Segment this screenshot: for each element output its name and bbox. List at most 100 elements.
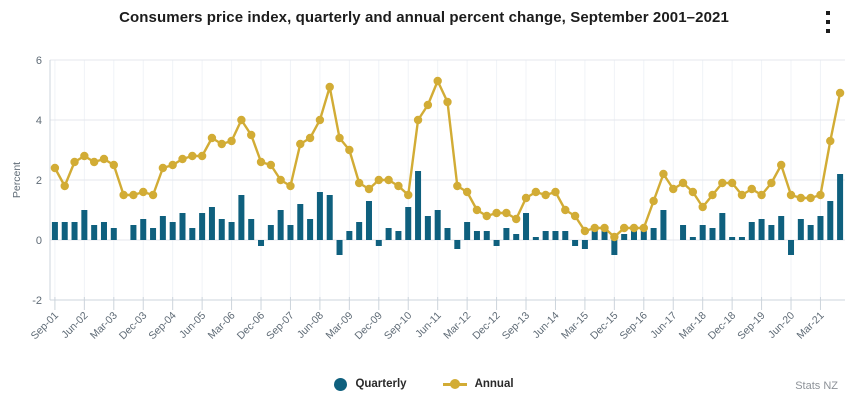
quarterly-bar [258, 240, 265, 246]
quarterly-bar [640, 231, 647, 240]
annual-point [659, 169, 668, 179]
annual-point [109, 160, 118, 170]
svg-text:Dec-15: Dec-15 [588, 310, 621, 343]
svg-text:Mar-18: Mar-18 [677, 310, 709, 342]
quarterly-bar [817, 216, 824, 240]
quarterly-bar [621, 234, 628, 240]
legend-item-annual[interactable]: Annual [442, 378, 514, 391]
annual-point [227, 136, 236, 146]
quarterly-bar [110, 228, 117, 240]
annual-point [335, 133, 344, 143]
annual-point [551, 187, 560, 197]
annual-marker-icon [442, 378, 467, 391]
legend-item-quarterly[interactable]: Quarterly [334, 377, 407, 391]
quarterly-bar [238, 195, 245, 240]
quarterly-bar [797, 219, 804, 240]
quarterly-bar [336, 240, 343, 255]
quarterly-bar [199, 213, 206, 240]
annual-point [129, 190, 138, 200]
cpi-chart-svg: Sep-01Jun-02Mar-03Dec-03Sep-04Jun-05Mar-… [11, 55, 845, 343]
quarterly-bar [827, 201, 834, 240]
quarterly-bar [778, 216, 785, 240]
annual-point [502, 208, 511, 218]
svg-text:Dec-18: Dec-18 [706, 310, 739, 343]
annual-point [99, 154, 109, 164]
quarterly-bar [473, 231, 480, 240]
quarterly-bar [267, 225, 274, 240]
annual-point [767, 178, 776, 188]
annual-point [492, 208, 501, 218]
annual-point [610, 232, 619, 242]
annual-point [315, 115, 325, 125]
svg-text:Mar-21: Mar-21 [795, 310, 827, 342]
quarterly-bar [307, 219, 314, 240]
quarterly-bar [365, 201, 372, 240]
annual-point [364, 184, 374, 194]
annual-marker-dot [449, 379, 460, 389]
annual-point [561, 205, 570, 215]
cpi-chart: Sep-01 Jun-02 Mar-03 Dec-03 Sep-04 Jun-05 Mar-… [0, 42, 848, 372]
annual-point [443, 97, 452, 107]
svg-text:Sep-16: Sep-16 [617, 310, 650, 343]
chart-title: Consumers price index, quarterly and ann… [119, 9, 729, 26]
svg-text:Jun-11: Jun-11 [413, 310, 444, 341]
svg-text:4: 4 [36, 115, 42, 127]
annual-point [50, 163, 60, 173]
annual-point [639, 223, 648, 233]
annual-point [305, 133, 315, 143]
annual-point [541, 190, 550, 200]
annual-point [835, 88, 845, 98]
quarterly-bar [228, 222, 235, 240]
annual-point [178, 154, 187, 164]
kebab-menu-icon[interactable] [819, 10, 837, 34]
annual-point [512, 214, 521, 224]
annual-point [777, 160, 786, 170]
annual-point [688, 187, 698, 197]
quarterly-bar [513, 234, 520, 240]
annual-point [374, 175, 383, 185]
annual-point [207, 133, 217, 143]
annual-point [119, 190, 128, 200]
annual-point [816, 190, 825, 200]
quarterly-bar [277, 210, 284, 240]
annual-point [345, 145, 354, 155]
kebab-dot [826, 11, 830, 15]
quarterly-bar [748, 222, 755, 240]
quarterly-bar [630, 228, 637, 240]
svg-text:Sep-07: Sep-07 [264, 310, 297, 343]
quarterly-bar [738, 237, 745, 240]
quarterly-bar [444, 228, 451, 240]
quarterly-bar [483, 231, 490, 240]
svg-text:2: 2 [36, 175, 42, 187]
quarterly-bar [287, 225, 294, 240]
legend-label-quarterly: Quarterly [355, 378, 407, 390]
svg-text:Sep-19: Sep-19 [735, 310, 768, 343]
quarterly-bar [768, 225, 775, 240]
annual-point [806, 193, 815, 203]
annual-point [70, 157, 79, 167]
annual-point [266, 160, 276, 170]
svg-text:Mar-03: Mar-03 [88, 310, 120, 342]
annual-point [80, 151, 89, 161]
annual-point [89, 157, 99, 167]
annual-point [247, 130, 256, 140]
annual-point [188, 151, 197, 161]
annual-point [600, 223, 609, 233]
chart-header: Consumers price index, quarterly and ann… [0, 0, 848, 42]
quarterly-bar [837, 174, 844, 240]
annual-point [404, 190, 413, 200]
quarterly-marker-icon [334, 377, 348, 391]
quarterly-bar [572, 240, 579, 246]
annual-point [168, 160, 177, 170]
y-gridlines [50, 59, 845, 301]
annual-point [237, 115, 246, 125]
svg-text:Dec-12: Dec-12 [470, 310, 503, 343]
annual-point [786, 190, 796, 200]
svg-text:Sep-04: Sep-04 [146, 310, 179, 343]
quarterly-bar [650, 228, 657, 240]
quarterly-bar [218, 219, 225, 240]
quarterly-bar [51, 222, 58, 240]
quarterly-bar [424, 216, 431, 240]
quarterly-bar [375, 240, 382, 246]
quarterly-bar [356, 222, 363, 240]
